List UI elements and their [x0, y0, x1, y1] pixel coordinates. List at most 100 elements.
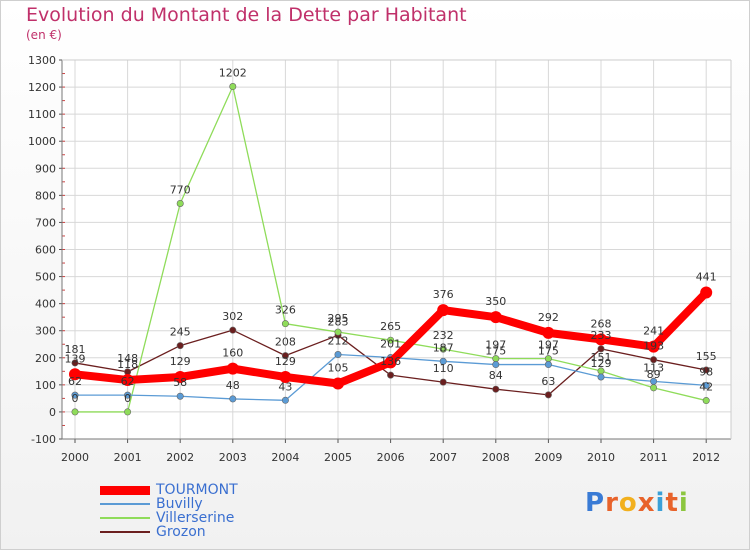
data-point-villerserine	[650, 384, 658, 392]
data-label-buvilly: 48	[226, 379, 240, 392]
data-point-villerserine	[281, 320, 289, 328]
data-label-tourmont: 241	[643, 325, 664, 338]
x-tick-label: 2004	[271, 451, 299, 464]
data-point-grozon	[281, 352, 289, 360]
data-point-tourmont	[174, 371, 187, 384]
data-point-tourmont	[647, 340, 660, 353]
y-tick-label: -100	[31, 433, 56, 446]
x-tick-label: 2012	[692, 451, 720, 464]
chart-unit: (en €)	[26, 28, 62, 42]
data-label-grozon: 148	[117, 352, 138, 365]
data-label-villerserine: 265	[380, 320, 401, 333]
data-label-buvilly: 175	[538, 345, 559, 358]
data-label-villerserine: 1202	[219, 67, 247, 80]
data-label-tourmont: 139	[65, 352, 86, 365]
data-point-tourmont	[226, 362, 239, 375]
data-label-buvilly: 212	[328, 335, 349, 348]
data-label-grozon: 136	[380, 355, 401, 368]
x-tick-label: 2011	[640, 451, 668, 464]
data-point-grozon	[544, 391, 552, 399]
legend-swatch	[100, 531, 150, 533]
data-point-tourmont	[279, 371, 292, 384]
data-point-buvilly	[439, 357, 447, 365]
data-label-buvilly: 201	[380, 338, 401, 351]
data-point-tourmont	[437, 304, 450, 317]
data-label-buvilly: 62	[121, 375, 135, 388]
data-point-buvilly	[544, 361, 552, 369]
data-point-villerserine	[702, 397, 710, 405]
x-tick-label: 2002	[166, 451, 194, 464]
data-point-tourmont	[121, 373, 134, 386]
legend-label: Buvilly	[156, 496, 203, 512]
legend-label: Villerserine	[156, 510, 235, 526]
data-point-buvilly	[71, 391, 79, 399]
data-point-grozon	[492, 385, 500, 393]
x-tick-label: 2008	[482, 451, 510, 464]
data-label-villerserine: 0	[124, 392, 131, 405]
data-point-tourmont	[595, 333, 607, 346]
data-label-buvilly: 58	[173, 376, 187, 389]
data-point-villerserine	[387, 336, 395, 344]
data-label-villerserine: 295	[328, 312, 349, 325]
logo-letter: t	[665, 488, 679, 518]
data-point-grozon	[71, 359, 79, 367]
logo-letter: i	[655, 488, 666, 518]
y-tick-label: 300	[35, 325, 56, 338]
chart-title: Evolution du Montant de la Dette par Hab…	[26, 4, 467, 26]
data-point-villerserine	[176, 199, 184, 207]
data-label-tourmont: 118	[117, 358, 138, 371]
data-label-tourmont: 376	[433, 288, 454, 301]
data-point-tourmont	[489, 311, 502, 324]
data-point-tourmont	[332, 377, 344, 390]
logo-letter: i	[678, 488, 689, 518]
data-label-tourmont: 292	[538, 311, 559, 324]
data-point-buvilly	[702, 381, 710, 389]
x-tick-label: 2006	[377, 451, 405, 464]
y-tick-label: 1300	[28, 54, 56, 67]
y-tick-label: 1100	[28, 108, 56, 121]
x-tick-label: 2007	[429, 451, 457, 464]
data-label-grozon: 63	[541, 375, 555, 388]
data-point-buvilly	[597, 373, 605, 381]
y-tick-label: 100	[35, 379, 56, 392]
data-point-tourmont	[69, 368, 81, 381]
data-point-villerserine	[229, 83, 237, 91]
data-label-villerserine: 326	[275, 304, 296, 317]
data-label-grozon: 233	[591, 329, 612, 342]
y-tick-label: 500	[35, 271, 56, 284]
data-point-tourmont	[700, 286, 713, 299]
y-tick-label: 800	[35, 189, 56, 202]
data-point-grozon	[597, 345, 605, 353]
y-tick-label: 700	[35, 216, 56, 229]
data-label-villerserine: 197	[538, 339, 559, 352]
data-label-villerserine: 770	[170, 183, 191, 196]
y-tick-label: 0	[49, 406, 56, 419]
data-point-buvilly	[492, 361, 500, 369]
data-label-buvilly: 62	[68, 375, 82, 388]
data-point-villerserine	[439, 345, 447, 353]
data-point-grozon	[439, 378, 447, 386]
data-label-grozon: 155	[696, 350, 717, 363]
y-tick-label: 1000	[28, 135, 56, 148]
data-label-villerserine: 232	[433, 329, 454, 342]
logo-letter: r	[605, 488, 619, 518]
y-tick-label: 400	[35, 298, 56, 311]
x-tick-label: 2000	[61, 451, 89, 464]
legend-swatch	[100, 517, 150, 519]
legend-swatch	[100, 485, 150, 495]
data-label-tourmont: 350	[485, 295, 506, 308]
data-point-tourmont	[542, 326, 555, 339]
data-point-villerserine	[124, 408, 132, 416]
y-tick-label: 900	[35, 162, 56, 175]
data-point-villerserine	[334, 328, 342, 336]
data-label-villerserine: 151	[591, 351, 612, 364]
x-tick-label: 2010	[587, 451, 615, 464]
x-tick-label: 2003	[219, 451, 247, 464]
data-point-buvilly	[281, 396, 289, 404]
data-point-buvilly	[124, 391, 132, 399]
data-label-grozon: 193	[643, 340, 664, 353]
data-label-tourmont: 129	[170, 355, 191, 368]
data-label-buvilly: 98	[699, 365, 713, 378]
data-label-tourmont: 441	[696, 271, 717, 284]
data-point-grozon	[650, 356, 658, 364]
